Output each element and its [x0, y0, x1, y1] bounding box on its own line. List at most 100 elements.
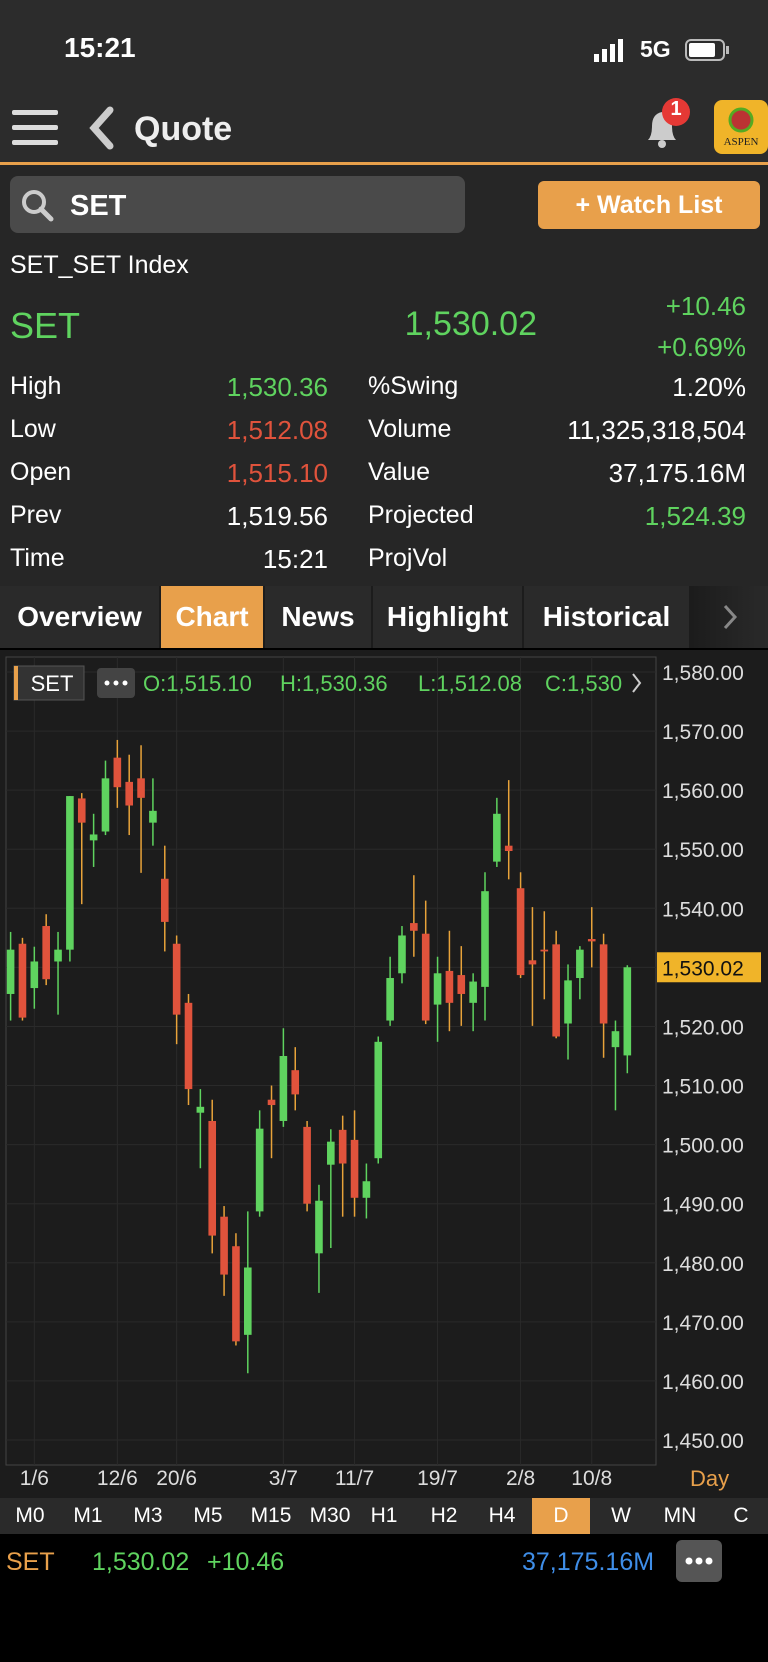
tab[interactable]: Overview — [0, 586, 159, 648]
status-bar: 15:21 5G — [0, 0, 768, 92]
period-label: Day — [690, 1466, 729, 1491]
notification-badge: 1 — [670, 98, 682, 120]
timeframe[interactable]: M30 — [309, 1504, 351, 1527]
tab[interactable]: News — [265, 586, 371, 648]
tab[interactable]: Chart — [161, 586, 263, 648]
watchlist-button[interactable]: + Watch List — [538, 181, 760, 229]
dots — [685, 1557, 713, 1565]
tab[interactable]: Historical — [524, 586, 689, 648]
ohlc-label: O:1,515.10 — [143, 671, 252, 696]
candle-body — [338, 1129, 347, 1164]
candle-body — [576, 949, 584, 979]
chevron — [723, 604, 738, 630]
candle-body — [528, 960, 537, 965]
search-box[interactable]: SET — [10, 176, 465, 233]
candle-body — [172, 943, 181, 1015]
y-tick-label: 1,490.00 — [662, 1194, 744, 1217]
clock: 15:21 — [64, 32, 136, 63]
candle-body — [516, 888, 525, 976]
candle-body — [433, 973, 442, 1005]
timeframe[interactable]: H1 — [370, 1504, 398, 1527]
candle-body — [184, 1002, 193, 1090]
field-value: 1,512.08 — [226, 415, 328, 445]
more-button[interactable] — [676, 1540, 722, 1582]
x-tick-label: 12/6 — [97, 1467, 138, 1490]
y-tick-label: 1,450.00 — [662, 1430, 744, 1453]
candle-body — [599, 944, 608, 1024]
ohlc-label: L:1,512.08 — [418, 671, 522, 696]
field-label: Prev — [10, 501, 62, 529]
candle-body — [42, 926, 50, 980]
last-price-label: 1,530.02 — [662, 957, 744, 980]
timeframe[interactable]: M5 — [193, 1504, 223, 1527]
footer-change: +10.46 — [207, 1548, 285, 1576]
timeframe[interactable]: M3 — [133, 1504, 163, 1527]
timeframe[interactable]: C — [733, 1504, 749, 1527]
field-label: Time — [10, 544, 65, 572]
candle-body — [362, 1181, 371, 1198]
timeframe[interactable]: H2 — [430, 1504, 458, 1527]
y-tick-label: 1,550.00 — [662, 839, 744, 862]
status-icons — [594, 39, 729, 62]
candle-body — [232, 1246, 240, 1342]
field-label: High — [10, 372, 62, 400]
ohlc-label: C:1,530 — [545, 671, 622, 696]
field-value: 1.20% — [672, 372, 746, 402]
back-icon[interactable] — [88, 106, 118, 150]
footer: SET 1,530.02 +10.46 37,175.16M — [0, 1534, 768, 1662]
symbol: SET — [10, 305, 81, 346]
candle-body — [398, 935, 406, 974]
x-tick-label: 3/7 — [269, 1467, 298, 1490]
page-title: Quote — [134, 110, 233, 148]
candle-body — [89, 834, 98, 841]
bell-icon[interactable] — [638, 98, 698, 152]
candle-body — [493, 813, 501, 862]
menu-icon[interactable] — [12, 108, 62, 148]
timeframe[interactable]: M1 — [73, 1504, 103, 1527]
x-tick-label: 10/8 — [571, 1467, 612, 1490]
header: Quote 1 ASPEN — [0, 92, 768, 165]
tab[interactable]: Highlight — [373, 586, 522, 648]
field-label: Low — [10, 415, 56, 443]
last-price-box — [657, 952, 761, 983]
candle-body — [327, 1141, 335, 1165]
network-label: 5G — [640, 36, 671, 62]
candle-body — [623, 967, 632, 1056]
timeframe[interactable]: M15 — [250, 1504, 292, 1527]
field-label: ProjVol — [368, 544, 448, 572]
description: SET_SET Index — [10, 251, 189, 279]
search-icon — [22, 190, 54, 222]
dot — [113, 680, 119, 686]
candle-body — [279, 1056, 288, 1121]
timeframe[interactable]: H4 — [488, 1504, 516, 1527]
chart: 1,450.00 1,460.00 1,470.00 1,480.00 1,490.00… — [0, 650, 768, 1498]
y-tick-label: 1,460.00 — [662, 1371, 744, 1394]
y-tick-label: 1,570.00 — [662, 721, 744, 744]
timeframe-bar: M0 M1 M3 M5 M15 M30 H1 H2 H4 D W MN C — [0, 1498, 768, 1534]
timeframe[interactable]: MN — [663, 1504, 697, 1527]
candle-body — [208, 1120, 217, 1236]
candle-body — [30, 961, 39, 989]
field-label: Projected — [368, 501, 474, 529]
timeframe[interactable]: D — [532, 1498, 590, 1534]
candle-body — [564, 980, 572, 1024]
y-tick-label: 1,500.00 — [662, 1135, 744, 1158]
plot-frame — [5, 656, 657, 1466]
y-tick-label: 1,480.00 — [662, 1253, 744, 1276]
candle-body — [255, 1128, 264, 1212]
candle-body — [457, 975, 466, 994]
candle-body — [611, 1031, 620, 1048]
candle-body — [77, 798, 86, 823]
field-value: 1,530.36 — [226, 372, 328, 402]
footer-value: 37,175.16M — [522, 1548, 655, 1576]
x-tick-label: 1/6 — [20, 1467, 49, 1490]
candle-body — [196, 1106, 205, 1113]
tab-scroll[interactable] — [691, 586, 768, 648]
candle-body — [421, 933, 430, 1021]
logo[interactable]: ASPEN — [714, 100, 768, 154]
candle-body — [587, 939, 596, 942]
timeframe[interactable]: M0 — [15, 1504, 45, 1527]
candle-body — [540, 949, 549, 952]
timeframe[interactable]: W — [611, 1504, 631, 1527]
